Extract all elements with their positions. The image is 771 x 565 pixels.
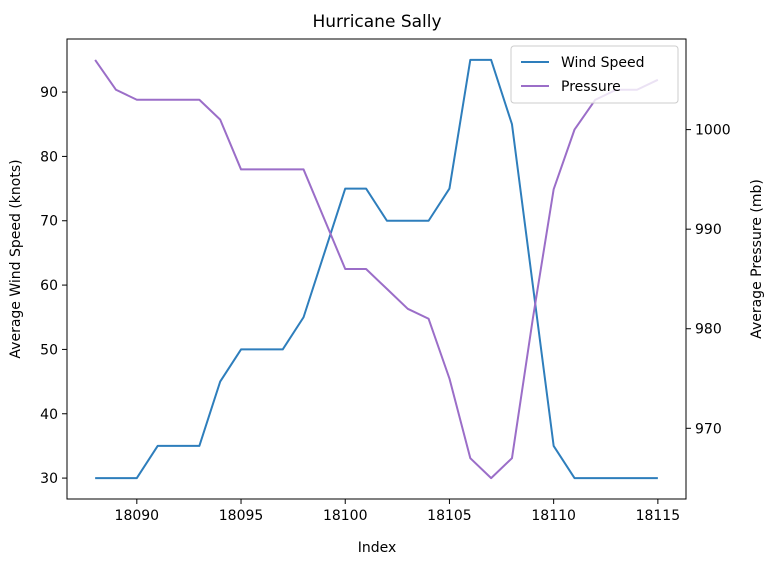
y-left-tick-label: 80 [40, 149, 58, 165]
x-tick-label: 18110 [531, 508, 576, 524]
plot-frame [66, 38, 687, 500]
y-right-tick-label: 1000 [695, 123, 731, 139]
series-line-pressure [94, 59, 659, 480]
y-axis-left-label: Average Wind Speed (knots) [8, 159, 24, 358]
y-left-tick-label: 90 [40, 85, 58, 101]
legend: Wind Speed Pressure [510, 45, 679, 104]
series-line-wind-speed [95, 58, 658, 480]
x-axis-label: Index [358, 540, 397, 556]
y-right-tick-label: 970 [695, 421, 722, 437]
y-right-tick-label: 990 [695, 222, 722, 238]
legend-label: Pressure [561, 79, 621, 95]
x-tick-label: 18095 [219, 508, 264, 524]
y-axis-right-label: Average Pressure (mb) [749, 179, 765, 339]
legend-label: Wind Speed [561, 55, 645, 71]
y-left-tick-label: 30 [40, 471, 58, 487]
legend-box [510, 45, 679, 104]
y-right-tick-label: 980 [695, 322, 722, 338]
y-left-tick-label: 40 [40, 407, 58, 423]
y-left-tick-label: 70 [40, 214, 58, 230]
plot-area: 18090 18095 18100 18105 18110 18115 30 40 50 60 70… [40, 38, 731, 524]
x-tick-label: 18100 [323, 508, 368, 524]
x-tick-label: 18105 [427, 508, 472, 524]
x-tick-label: 18115 [636, 508, 681, 524]
chart-title: Hurricane Sally [312, 12, 441, 32]
y-left-tick-label: 60 [40, 278, 58, 294]
y-left-tick-label: 50 [40, 342, 58, 358]
x-tick-label: 18090 [115, 508, 160, 524]
